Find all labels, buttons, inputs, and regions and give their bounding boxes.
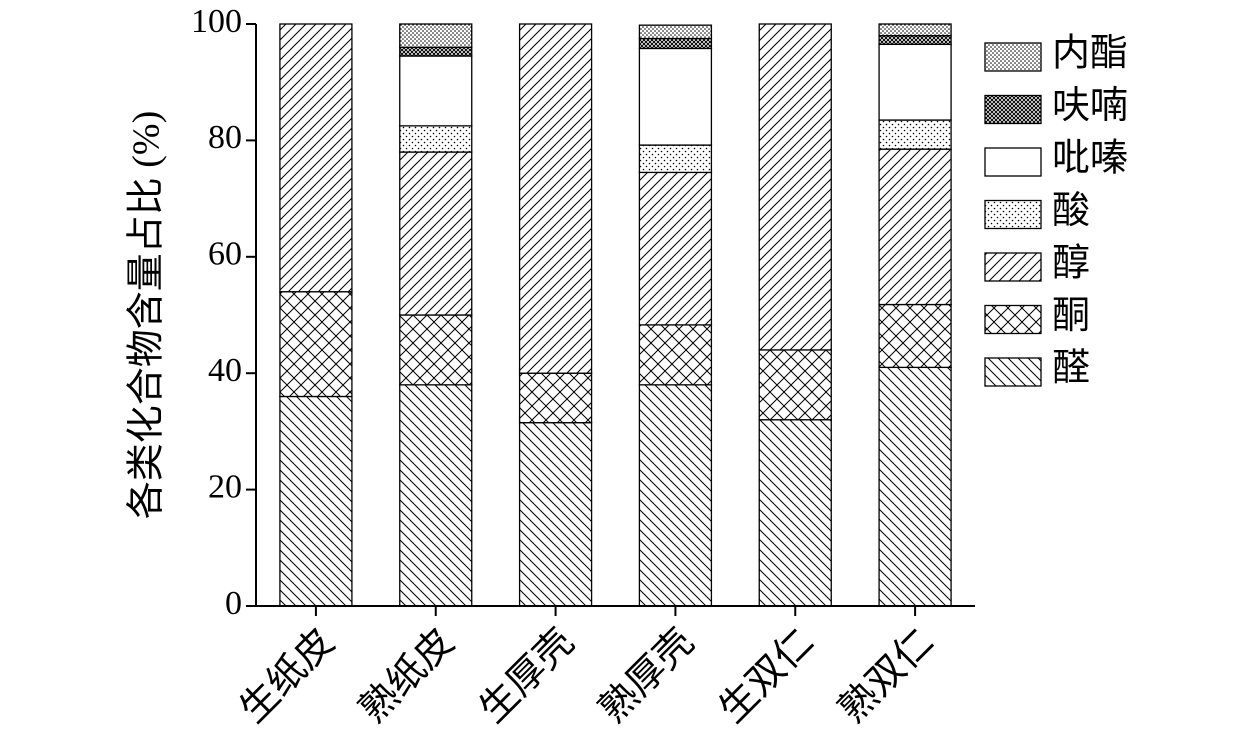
- bar-segment: [399, 384, 473, 607]
- bar-segment: [638, 37, 713, 50]
- bar-segment: [878, 43, 952, 121]
- bar-segment: [878, 23, 952, 37]
- bar-segment: [638, 384, 713, 607]
- bar-segment: [399, 125, 473, 153]
- legend-swatch: [984, 199, 1042, 230]
- bar-segment: [638, 24, 713, 40]
- legend-label: 酮: [1052, 295, 1090, 337]
- y-tick-label: 80: [208, 119, 242, 156]
- legend-label: 酸: [1052, 190, 1090, 232]
- legend-swatch: [984, 252, 1042, 282]
- legend-swatch: [984, 147, 1042, 177]
- bar-segment: [279, 291, 353, 398]
- bar-segment: [638, 171, 713, 326]
- x-tick-label: 熟厚壳: [592, 621, 702, 731]
- legend-label: 醛: [1052, 348, 1090, 390]
- legend-swatch: [984, 357, 1042, 387]
- bar-segment: [758, 419, 832, 607]
- bar-segment: [399, 55, 473, 127]
- bar-segment: [518, 372, 593, 424]
- bar-segment: [518, 23, 593, 374]
- bar-segment: [758, 349, 832, 421]
- bar-segment: [758, 23, 832, 351]
- y-tick-label: 60: [208, 236, 242, 273]
- bar-segment: [279, 23, 353, 293]
- legend-label: 吡嗪: [1052, 138, 1128, 180]
- bar-segment: [399, 314, 473, 386]
- x-tick-label: 熟纸皮: [352, 621, 462, 731]
- bar-segment: [518, 422, 593, 607]
- x-tick-label: 熟双仁: [831, 621, 941, 731]
- legend-label: 醇: [1052, 243, 1090, 285]
- x-tick-label: 生厚壳: [472, 621, 582, 731]
- bar-segment: [399, 151, 473, 316]
- y-tick-label: 20: [208, 468, 242, 505]
- bar-segment: [279, 395, 353, 607]
- bar-segment: [638, 47, 713, 146]
- y-tick-label: 40: [208, 352, 242, 389]
- bar-segment: [878, 366, 952, 607]
- bar-segment: [878, 148, 952, 306]
- y-axis-label: 各类化合物含量占比 (%): [126, 111, 168, 519]
- bar-segment: [638, 144, 713, 174]
- legend-swatch: [984, 42, 1042, 72]
- y-tick-label: 0: [225, 585, 242, 622]
- bar-segment: [878, 119, 952, 150]
- legend-swatch: [984, 94, 1042, 125]
- bar-segment: [878, 34, 952, 46]
- bar-segment: [399, 46, 473, 57]
- x-tick-label: 生纸皮: [232, 621, 342, 731]
- x-tick-label: 生双仁: [711, 621, 821, 731]
- bar-segment: [399, 23, 473, 48]
- legend-label: 内酯: [1052, 33, 1128, 75]
- bar-segment: [878, 303, 952, 369]
- legend-swatch: [984, 304, 1042, 335]
- bar-segment: [638, 324, 713, 386]
- legend-label: 呋喃: [1052, 85, 1128, 127]
- y-tick-label: 100: [191, 3, 242, 40]
